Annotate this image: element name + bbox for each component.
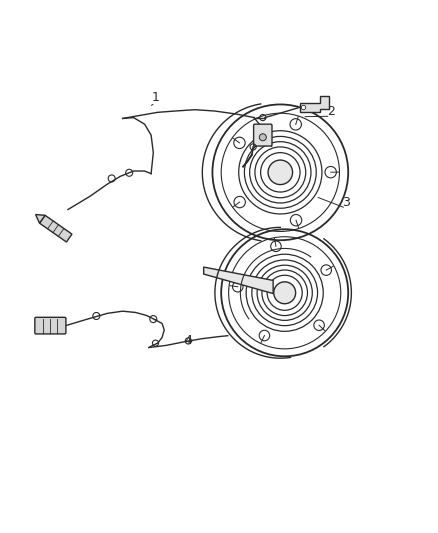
Circle shape: [325, 166, 336, 178]
Circle shape: [259, 330, 270, 341]
Circle shape: [234, 137, 245, 149]
Text: 4: 4: [184, 335, 192, 348]
Circle shape: [259, 134, 266, 141]
Polygon shape: [204, 267, 273, 294]
Text: 3: 3: [342, 197, 350, 209]
Circle shape: [301, 106, 306, 110]
Circle shape: [321, 265, 332, 276]
Circle shape: [271, 241, 281, 252]
Text: 1: 1: [152, 91, 159, 104]
Circle shape: [234, 196, 245, 208]
Circle shape: [314, 320, 325, 330]
Text: 2: 2: [327, 104, 335, 117]
Polygon shape: [300, 96, 328, 112]
FancyBboxPatch shape: [35, 317, 66, 334]
FancyBboxPatch shape: [254, 124, 272, 146]
Polygon shape: [35, 214, 45, 223]
Circle shape: [233, 281, 243, 292]
Polygon shape: [39, 215, 72, 242]
Circle shape: [268, 160, 293, 184]
Circle shape: [290, 119, 301, 130]
Circle shape: [290, 214, 302, 226]
Circle shape: [274, 282, 296, 304]
